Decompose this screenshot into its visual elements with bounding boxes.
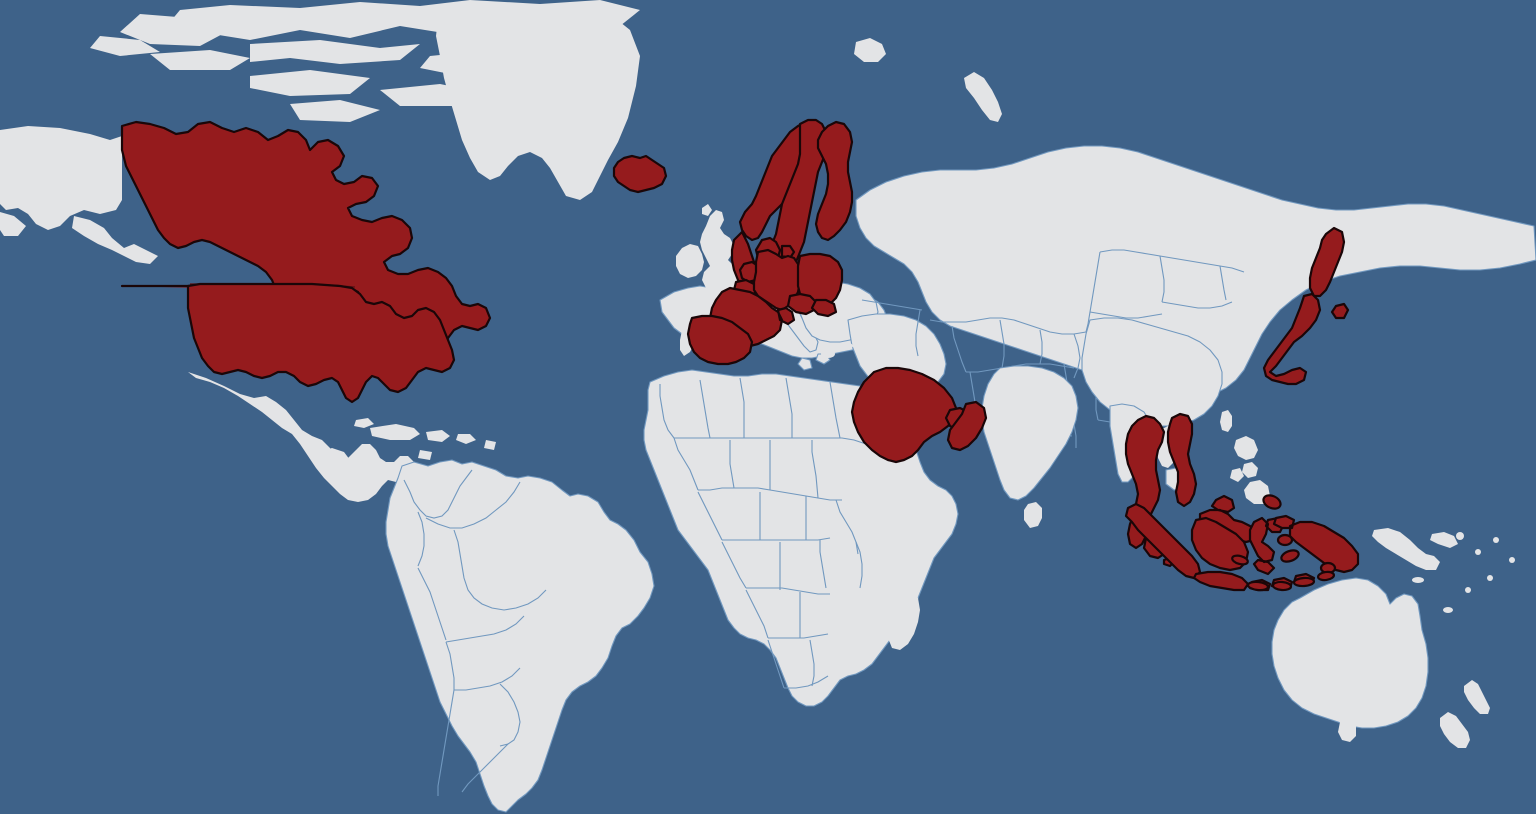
africa-internal-borders xyxy=(659,377,867,689)
novaya-zemlya xyxy=(964,72,1002,122)
country-spain[interactable] xyxy=(686,314,754,366)
tasmania xyxy=(1338,720,1356,742)
country-oman[interactable] xyxy=(946,400,988,452)
alaska xyxy=(0,126,158,264)
country-poland[interactable] xyxy=(796,252,844,308)
arctic-islands xyxy=(90,0,640,122)
australia xyxy=(1271,577,1429,729)
caribbean-islands xyxy=(354,418,496,460)
sri-lanka xyxy=(1024,502,1042,528)
country-indonesia-papua[interactable] xyxy=(1272,514,1360,574)
country-indonesia-sulawesi[interactable] xyxy=(1248,516,1286,576)
south-america-internal-borders xyxy=(403,469,547,796)
russia-asia xyxy=(855,145,1536,401)
south-america xyxy=(385,459,655,813)
mexico-central-america xyxy=(188,372,414,502)
country-slovakia[interactable] xyxy=(810,298,838,318)
country-saudi-arabia[interactable] xyxy=(850,366,958,464)
greenland xyxy=(436,4,640,200)
taiwan xyxy=(1220,410,1232,432)
philippines xyxy=(1230,436,1270,504)
pacific-islands xyxy=(1412,532,1515,613)
korea xyxy=(1226,328,1246,364)
country-indonesia-lesser-sunda[interactable] xyxy=(1246,570,1336,592)
country-united-states[interactable] xyxy=(186,282,456,404)
country-vietnam[interactable] xyxy=(1166,412,1198,508)
sakhalin xyxy=(1294,222,1310,266)
country-finland[interactable] xyxy=(814,120,854,242)
new-zealand xyxy=(1440,680,1490,748)
madagascar xyxy=(888,584,920,650)
country-indonesia-maluku[interactable] xyxy=(1231,493,1337,575)
highlighted-countries-layer xyxy=(120,118,1360,592)
papua-new-guinea xyxy=(1372,528,1458,570)
united-kingdom xyxy=(700,204,744,298)
country-iceland[interactable] xyxy=(612,154,668,194)
china xyxy=(1081,317,1223,427)
ireland xyxy=(676,244,704,278)
svalbard xyxy=(854,38,886,62)
country-japan[interactable] xyxy=(1262,226,1350,386)
